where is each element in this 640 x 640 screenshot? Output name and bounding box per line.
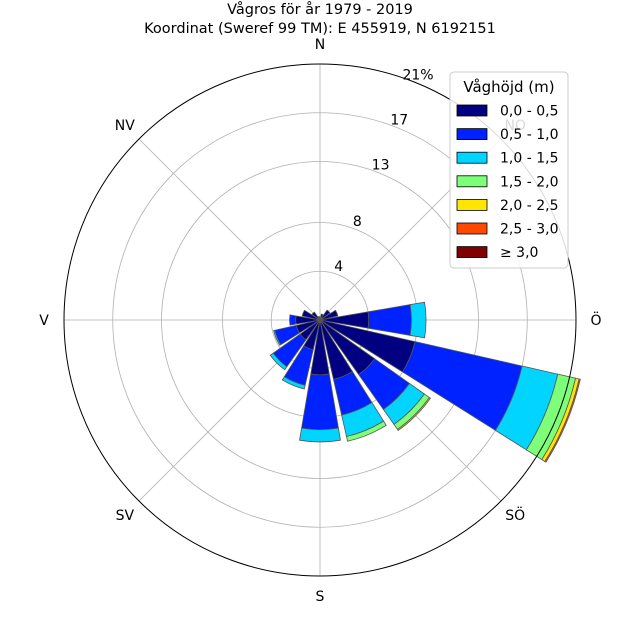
legend: Våghöjd (m) 0,0 - 0,5 0,5 - 1,0 1,0 - 1,5 1… [449,71,569,269]
legend-swatch [456,128,488,141]
polar-grid [64,64,576,576]
radial-tick-label: 17 [390,113,408,129]
sector-bar-segment [281,376,306,390]
sector-bar-segment [346,420,387,442]
sector-bar-segment [289,314,297,326]
radial-tick-label: 4 [334,259,343,275]
sector-bar-segment [409,301,427,339]
radial-tick-label: 8 [353,214,362,230]
sector-bars [269,301,581,463]
sector-bar-segment [299,427,341,443]
legend-entry-label: 0,5 - 1,0 [500,127,558,143]
legend-swatch [456,104,488,117]
sector-bar-segment [544,378,581,463]
direction-label: NV [115,118,135,134]
radial-tick-label: 21% [402,68,433,84]
sector-bar-segment [317,315,321,321]
grid-spoke [138,138,321,321]
chart-subtitle: Koordinat (Sweref 99 TM): E 455919, N 61… [144,21,496,37]
legend-entry-label: 0,0 - 0,5 [500,104,558,120]
legend-swatch [456,198,488,211]
sector-bar-segment [273,329,282,346]
outer-frame [63,63,577,577]
chart-title: Vågros för år 1979 - 2019 [227,1,413,18]
direction-label: V [39,313,49,329]
radial-tick-labels: 4 8 13 17 21% [334,68,433,275]
radial-tick-label: 13 [372,158,390,174]
direction-label: S [316,589,325,605]
legend-entry-label: 1,5 - 2,0 [500,174,558,190]
direction-label: Ö [590,311,601,329]
legend-swatch [456,246,488,259]
sector-bar-segment [367,304,412,336]
sector-bar-segment [269,352,288,371]
direction-label: SÖ [505,506,525,524]
legend-entry-label: ≥ 3,0 [500,245,538,261]
legend-swatch [456,151,488,164]
legend-entry-label: 1,0 - 1,5 [500,151,558,167]
sector-bar-segment [396,396,431,431]
legend-swatch [456,222,488,235]
direction-label: SV [116,508,135,524]
legend-entry-label: 2,5 - 3,0 [500,222,558,238]
legend-box [449,71,569,269]
legend-entry-label: 2,0 - 2,5 [500,198,558,214]
legend-swatch [456,175,488,188]
legend-title: Våghöjd (m) [463,78,554,96]
direction-label: N [315,37,325,53]
sector-bar-segment [301,373,339,431]
